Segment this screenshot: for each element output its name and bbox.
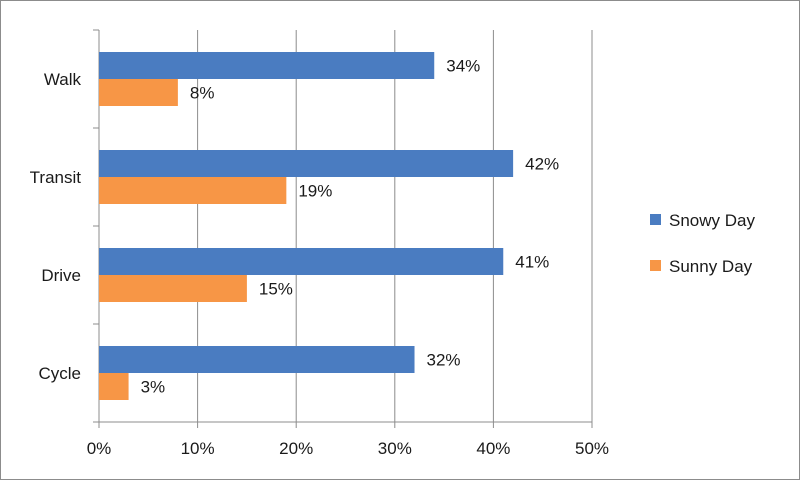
- bar-snowy-day: [99, 248, 504, 275]
- data-label: 32%: [427, 351, 461, 370]
- legend-swatch: [650, 214, 661, 225]
- x-tick-label: 20%: [279, 439, 313, 458]
- x-tick-label: 40%: [476, 439, 510, 458]
- x-tick-label: 30%: [378, 439, 412, 458]
- data-label: 19%: [298, 182, 332, 201]
- data-label: 8%: [190, 84, 215, 103]
- category-label: Cycle: [38, 364, 81, 383]
- legend-swatch: [650, 260, 661, 271]
- category-label: Drive: [41, 266, 81, 285]
- x-tick-label: 10%: [181, 439, 215, 458]
- legend-label: Sunny Day: [669, 257, 753, 276]
- bar-sunny-day: [99, 373, 129, 400]
- x-tick-label: 50%: [575, 439, 609, 458]
- data-label: 41%: [515, 253, 549, 272]
- bar-snowy-day: [99, 346, 415, 373]
- category-label: Transit: [30, 168, 82, 187]
- legend-label: Snowy Day: [669, 211, 755, 230]
- bar-snowy-day: [99, 52, 435, 79]
- bar-sunny-day: [99, 177, 287, 204]
- data-label: 42%: [525, 155, 559, 174]
- data-label: 3%: [141, 378, 166, 397]
- bar-snowy-day: [99, 150, 514, 177]
- bar-sunny-day: [99, 79, 178, 106]
- data-label: 34%: [446, 57, 480, 76]
- category-label: Walk: [44, 70, 82, 89]
- bar-sunny-day: [99, 275, 247, 302]
- x-tick-label: 0%: [87, 439, 112, 458]
- data-label: 15%: [259, 280, 293, 299]
